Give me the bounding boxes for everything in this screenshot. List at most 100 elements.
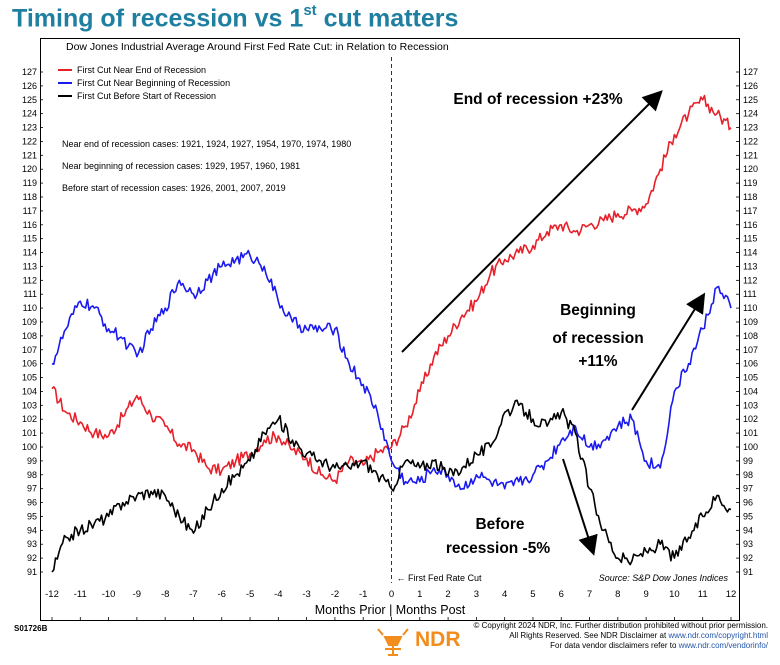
y-tick-label-right: 107 <box>743 345 758 355</box>
x-tick-label: -5 <box>246 589 254 600</box>
y-tick-label-right: 125 <box>743 95 758 105</box>
y-tick-label-right: 93 <box>743 539 753 549</box>
vendor-info-link[interactable]: www.ndr.com/vendorinfo/ <box>678 641 768 650</box>
y-tick-label-right: 115 <box>743 234 757 244</box>
x-tick-label: 5 <box>530 589 535 600</box>
x-axis-label: Months Prior | Months Post <box>315 603 466 617</box>
y-tick-label-left: 98 <box>27 470 37 480</box>
y-tick-label-left: 106 <box>22 359 37 369</box>
y-tick-label-left: 91 <box>27 567 37 577</box>
y-tick-label-right: 119 <box>743 178 757 188</box>
x-tick-label: -9 <box>133 589 141 600</box>
note-line: Near beginning of recession cases: 1929,… <box>62 161 300 171</box>
y-tick-label-left: 102 <box>22 414 37 424</box>
headline-superscript: st <box>303 2 317 19</box>
copyright-line-2: All Rights Reserved. See NDR Disclaimer … <box>474 631 768 641</box>
y-tick-label-left: 103 <box>22 400 37 410</box>
arrows <box>401 90 706 556</box>
copyright-link[interactable]: www.ndr.com/copyright.html <box>668 631 768 640</box>
annotation-before-line: recession -5% <box>446 540 550 557</box>
copyright-line-1: © Copyright 2024 NDR, Inc. Further distr… <box>473 621 768 630</box>
x-tick-label: 2 <box>445 589 450 600</box>
y-tick-label-left: 120 <box>22 164 37 174</box>
y-tick-label-left: 110 <box>23 303 37 313</box>
y-tick-label-right: 121 <box>743 150 758 160</box>
chart-title: Dow Jones Industrial Average Around Firs… <box>66 41 449 53</box>
y-tick-label-left: 109 <box>22 317 37 327</box>
x-tick-label: -12 <box>45 589 59 600</box>
y-tick-label-right: 97 <box>743 484 753 494</box>
y-tick-label-left: 95 <box>27 511 37 521</box>
chart-code: S01726B <box>14 624 48 633</box>
x-tick-label: -1 <box>359 589 367 600</box>
annotation-arrow-2 <box>562 458 598 556</box>
x-tick-label: 6 <box>559 589 564 600</box>
annotation-beginning-line: of recession <box>552 330 643 347</box>
series-layer <box>51 94 732 573</box>
copyright-line-3-text: For data vendor disclaimers refer to <box>550 641 679 650</box>
y-tick-label-right: 122 <box>743 136 758 146</box>
note-line: Near end of recession cases: 1921, 1924,… <box>62 139 351 149</box>
x-tick-label: 10 <box>669 589 680 600</box>
y-tick-label-right: 106 <box>743 359 758 369</box>
x-tick-label: 4 <box>502 589 507 600</box>
y-tick-label-right: 126 <box>743 81 758 91</box>
y-tick-label-left: 113 <box>23 261 37 271</box>
y-tick-label-right: 103 <box>743 400 758 410</box>
x-tick-label: -6 <box>218 589 226 600</box>
x-tick-label: -10 <box>102 589 116 600</box>
y-tick-label-right: 118 <box>743 192 757 202</box>
y-tick-label-left: 111 <box>23 289 37 299</box>
y-tick-label-right: 91 <box>743 567 753 577</box>
y-tick-label-left: 100 <box>22 442 37 452</box>
y-tick-label-right: 92 <box>743 553 753 563</box>
x-tick-label: -7 <box>189 589 197 600</box>
y-tick-label-left: 105 <box>22 373 37 383</box>
copyright-line-3: For data vendor disclaimers refer to www… <box>474 641 768 651</box>
legend-label: First Cut Near Beginning of Recession <box>77 78 230 88</box>
x-tick-label: -11 <box>74 589 87 600</box>
notes: Near end of recession cases: 1921, 1924,… <box>62 139 351 193</box>
copyright: © Copyright 2024 NDR, Inc. Further distr… <box>474 621 768 651</box>
y-tick-label-left: 97 <box>27 484 37 494</box>
y-tick-label-left: 124 <box>22 109 37 119</box>
x-tick-label: 12 <box>726 589 737 600</box>
y-tick-label-right: 100 <box>743 442 758 452</box>
chart-frame <box>40 38 740 621</box>
headline-tail: cut matters <box>316 4 459 33</box>
y-tick-label-left: 99 <box>27 456 37 466</box>
y-tick-label-left: 126 <box>22 81 37 91</box>
annotation-before-line: Before <box>475 516 524 533</box>
x-tick-label: 7 <box>587 589 592 600</box>
y-tick-label-left: 125 <box>22 95 37 105</box>
y-tick-label-left: 122 <box>22 136 37 146</box>
y-tick-label-left: 115 <box>23 234 37 244</box>
annotation-beginning-line: Beginning <box>560 302 636 319</box>
series-line-2 <box>51 399 732 573</box>
x-tick-label: 1 <box>417 589 422 600</box>
y-tick-label-left: 123 <box>22 123 37 133</box>
y-tick-label-right: 109 <box>743 317 758 327</box>
y-tick-label-right: 110 <box>743 303 757 313</box>
y-tick-label-right: 124 <box>743 109 758 119</box>
y-tick-label-right: 111 <box>743 289 757 299</box>
y-tick-label-left: 121 <box>22 150 37 160</box>
headline: Timing of recession vs 1st cut matters <box>12 2 459 33</box>
y-tick-label-right: 94 <box>743 525 753 535</box>
y-tick-label-right: 117 <box>743 206 757 216</box>
y-tick-label-left: 116 <box>23 220 37 230</box>
y-tick-label-left: 118 <box>23 192 37 202</box>
legend-label: First Cut Near End of Recession <box>77 65 206 75</box>
y-tick-label-right: 120 <box>743 164 758 174</box>
y-tick-label-left: 96 <box>27 498 37 508</box>
y-tick-label-right: 112 <box>743 275 757 285</box>
y-tick-label-left: 119 <box>23 178 37 188</box>
rate-cut-label: ← First Fed Rate Cut <box>397 573 483 583</box>
x-tick-label: 9 <box>643 589 648 600</box>
y-tick-label-left: 112 <box>23 275 37 285</box>
headline-text: Timing of recession vs 1 <box>12 4 304 33</box>
y-tick-label-right: 98 <box>743 470 753 480</box>
y-tick-label-right: 104 <box>743 386 758 396</box>
y-tick-label-right: 127 <box>743 67 758 77</box>
